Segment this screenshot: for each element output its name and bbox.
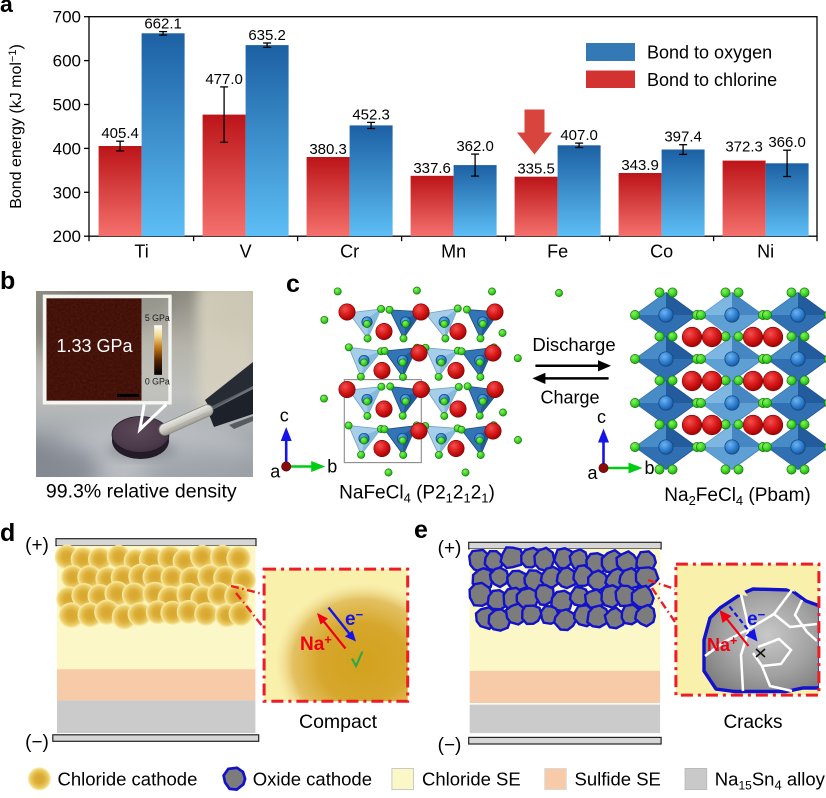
svg-text:Chloride SE: Chloride SE bbox=[422, 768, 521, 789]
svg-text:Ni: Ni bbox=[757, 242, 774, 262]
svg-text:c: c bbox=[286, 270, 300, 298]
svg-text:c: c bbox=[280, 406, 289, 426]
svg-text:662.1: 662.1 bbox=[144, 16, 182, 33]
svg-text:(−): (−) bbox=[25, 732, 49, 753]
svg-text:Discharge: Discharge bbox=[532, 334, 615, 355]
svg-text:Oxide cathode: Oxide cathode bbox=[253, 768, 372, 789]
svg-text:a: a bbox=[587, 463, 598, 483]
svg-text:Cracks: Cracks bbox=[723, 712, 782, 733]
svg-text:(+): (+) bbox=[438, 538, 462, 559]
svg-text:366.0: 366.0 bbox=[768, 134, 806, 151]
svg-text:500: 500 bbox=[53, 96, 81, 115]
svg-text:Bond to chlorine: Bond to chlorine bbox=[647, 70, 777, 90]
svg-text:e: e bbox=[414, 516, 428, 544]
svg-text:400: 400 bbox=[53, 139, 81, 158]
svg-text:c: c bbox=[597, 407, 606, 427]
svg-text:405.4: 405.4 bbox=[101, 125, 139, 142]
svg-text:Sulfide SE: Sulfide SE bbox=[575, 768, 661, 789]
svg-text:b: b bbox=[327, 457, 337, 477]
svg-text:(−): (−) bbox=[438, 735, 462, 756]
svg-text:Compact: Compact bbox=[299, 711, 378, 733]
svg-text:407.0: 407.0 bbox=[560, 127, 598, 144]
svg-text:1.33 GPa: 1.33 GPa bbox=[56, 336, 133, 356]
svg-text:Na+: Na+ bbox=[300, 632, 332, 655]
svg-text:372.3: 372.3 bbox=[725, 139, 763, 156]
svg-text:335.5: 335.5 bbox=[517, 161, 555, 178]
svg-text:700: 700 bbox=[53, 8, 81, 27]
svg-text:0 GPa: 0 GPa bbox=[145, 377, 170, 387]
svg-text:(+): (+) bbox=[25, 535, 49, 556]
svg-text:452.3: 452.3 bbox=[352, 106, 390, 123]
svg-text:Ti: Ti bbox=[134, 242, 148, 262]
svg-text:Bond to oxygen: Bond to oxygen bbox=[647, 43, 772, 63]
svg-text:Cr: Cr bbox=[340, 242, 359, 262]
svg-text:Charge: Charge bbox=[540, 388, 599, 408]
svg-text:380.3: 380.3 bbox=[309, 141, 347, 158]
svg-text:477.0: 477.0 bbox=[205, 71, 243, 88]
svg-text:300: 300 bbox=[53, 183, 81, 202]
svg-text:NaFeCl4 (P212121): NaFeCl4 (P212121) bbox=[339, 483, 495, 506]
svg-text:397.4: 397.4 bbox=[664, 129, 702, 146]
svg-text:Co: Co bbox=[650, 242, 673, 262]
svg-text:Bond energy (kJ mol−1): Bond energy (kJ mol−1) bbox=[7, 44, 25, 209]
svg-text:337.6: 337.6 bbox=[413, 160, 451, 177]
svg-text:V: V bbox=[240, 242, 252, 262]
svg-text:200: 200 bbox=[53, 227, 81, 246]
svg-text:d: d bbox=[0, 519, 15, 547]
svg-text:Chloride cathode: Chloride cathode bbox=[58, 768, 198, 789]
svg-text:5 GPa: 5 GPa bbox=[145, 313, 170, 323]
svg-text:343.9: 343.9 bbox=[621, 157, 659, 174]
svg-text:a: a bbox=[0, 0, 13, 17]
svg-text:Na2FeCl4 (Pbam): Na2FeCl4 (Pbam) bbox=[664, 485, 810, 508]
svg-text:600: 600 bbox=[53, 52, 81, 71]
svg-text:Fe: Fe bbox=[547, 242, 568, 262]
svg-text:Mn: Mn bbox=[441, 242, 466, 262]
svg-text:a: a bbox=[270, 462, 281, 482]
svg-text:635.2: 635.2 bbox=[248, 27, 286, 44]
svg-text:Na+: Na+ bbox=[707, 634, 737, 655]
svg-text:Na15Sn4 alloy: Na15Sn4 alloy bbox=[715, 768, 826, 792]
svg-text:362.0: 362.0 bbox=[456, 138, 494, 155]
svg-text:99.3% relative density: 99.3% relative density bbox=[46, 481, 237, 503]
svg-text:b: b bbox=[0, 267, 15, 295]
svg-text:b: b bbox=[644, 458, 654, 478]
